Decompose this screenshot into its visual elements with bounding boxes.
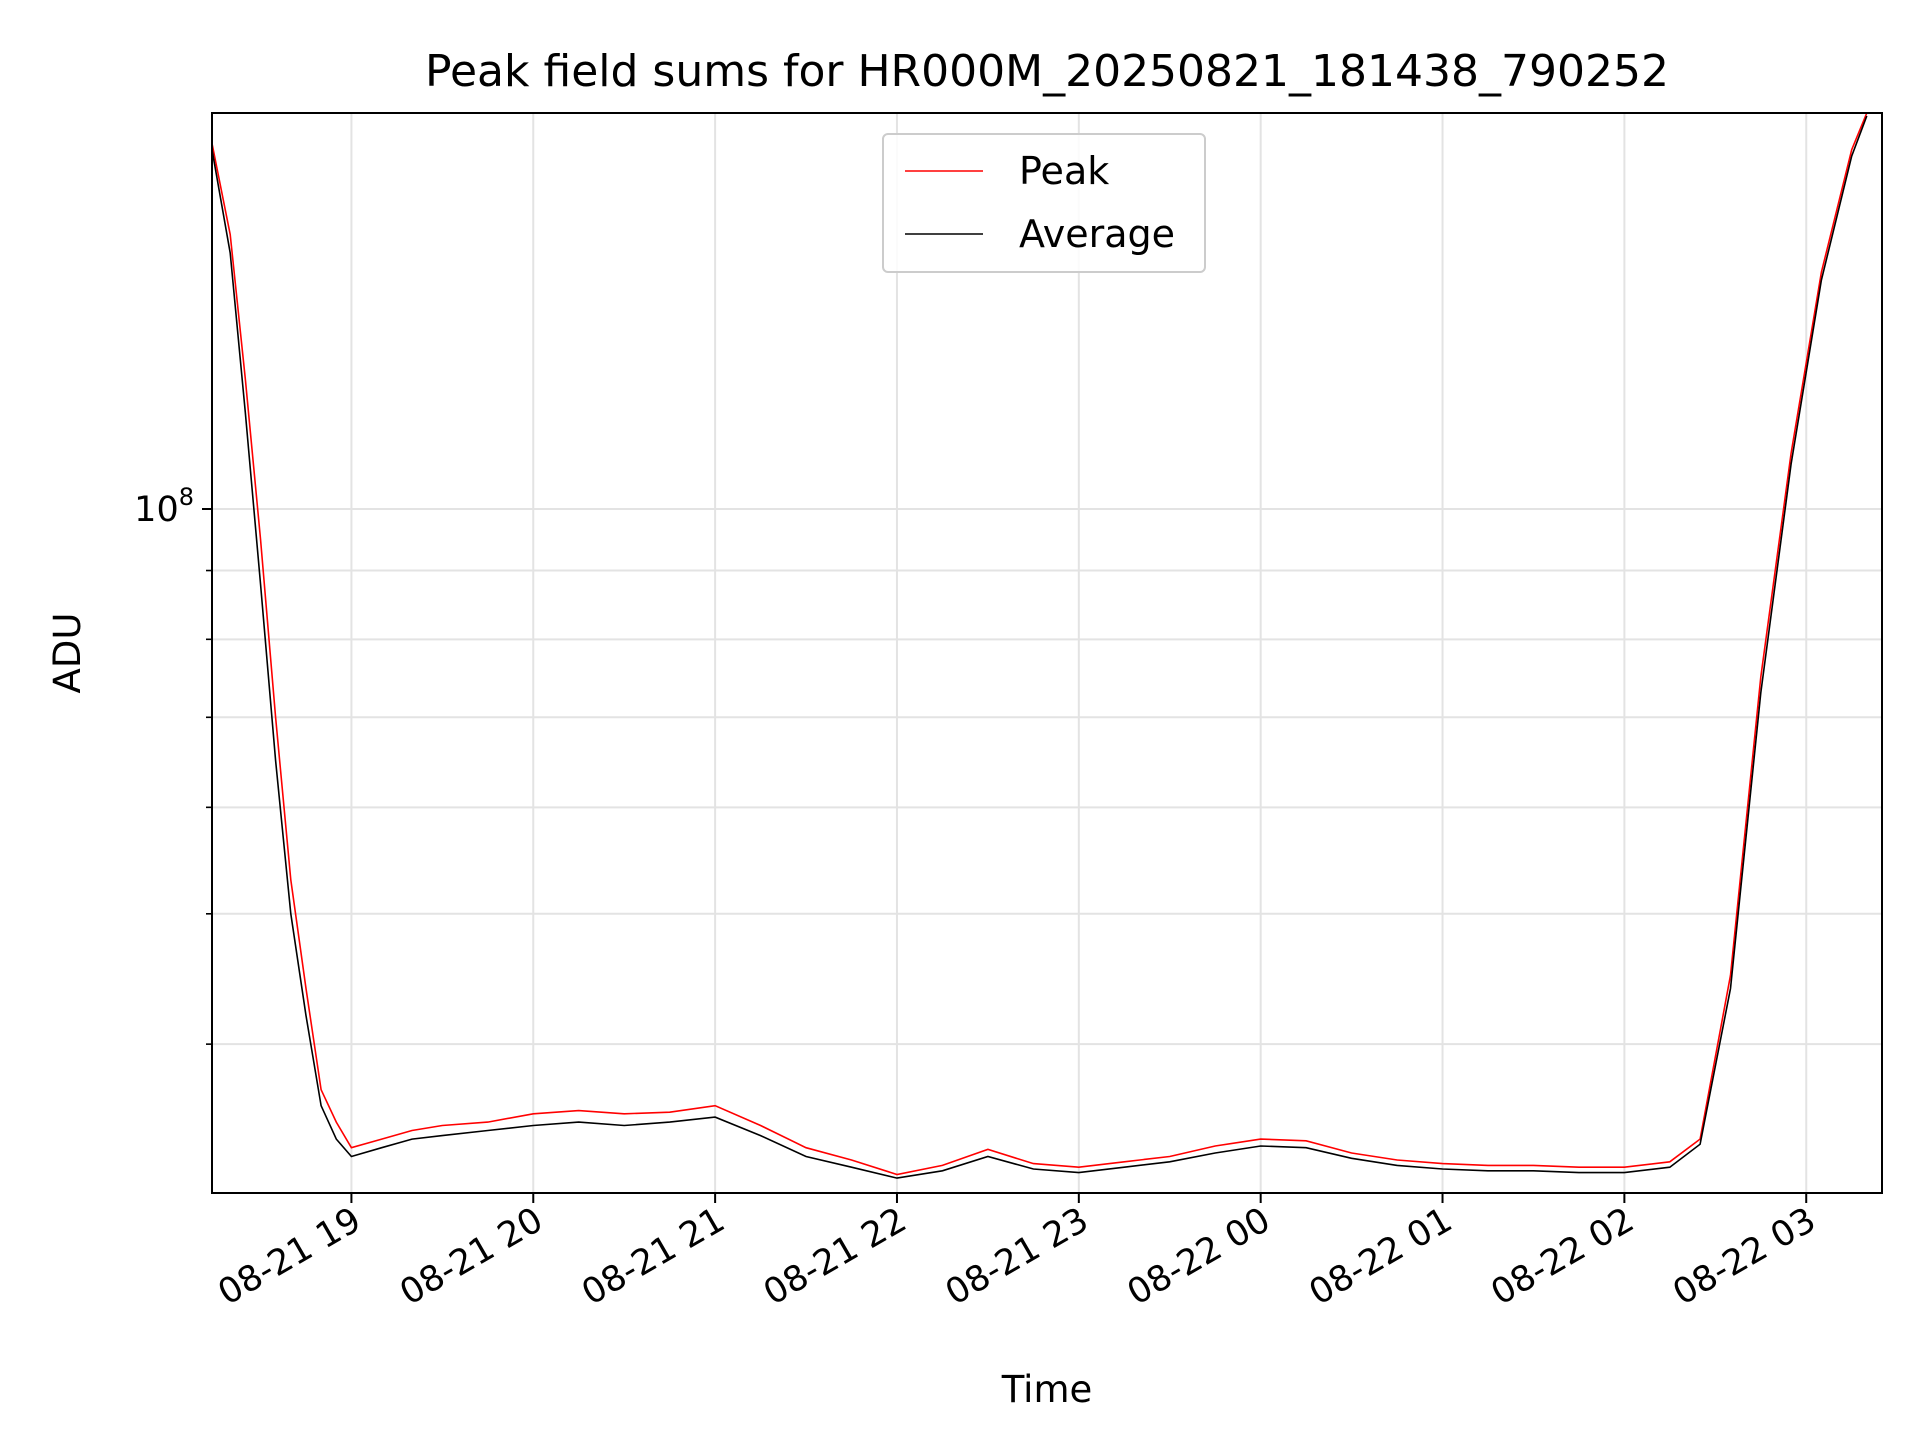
series-line-average (212, 115, 1868, 1179)
legend-label-peak: Peak (1019, 149, 1109, 193)
legend-label-average: Average (1019, 212, 1175, 256)
x-tick-label: 08-22 02 (1485, 1200, 1641, 1313)
legend-box (882, 133, 1206, 273)
y-tick-exponent: 8 (179, 483, 194, 511)
series-line-peak (212, 113, 1868, 1176)
series-lines (212, 113, 1868, 1179)
x-tick-label: 08-21 20 (393, 1200, 549, 1313)
x-axis-label: Time (1001, 1368, 1093, 1411)
x-tick-label: 08-22 01 (1303, 1200, 1459, 1313)
legend: Peak Average (882, 133, 1206, 273)
x-tick-label: 08-21 23 (939, 1200, 1095, 1313)
x-tick-label: 08-21 22 (757, 1200, 913, 1313)
x-tick-label: 08-22 00 (1121, 1200, 1277, 1313)
x-tick-label: 08-21 19 (212, 1200, 368, 1313)
x-axis: 08-21 19 08-21 20 08-21 21 08-21 22 08-21 23… (212, 1193, 1823, 1313)
gridlines (212, 113, 1882, 1193)
y-tick-base: 10 (134, 490, 179, 530)
plot-frame (211, 112, 1883, 1194)
x-tick-label: 08-22 03 (1666, 1200, 1822, 1313)
y-axis: 108 (134, 483, 212, 1045)
x-tick-label: 08-21 21 (575, 1200, 731, 1313)
chart-title: Peak field sums for HR000M_20250821_1814… (425, 46, 1669, 97)
y-axis-label: ADU (46, 613, 89, 694)
y-tick-label: 108 (134, 483, 194, 530)
